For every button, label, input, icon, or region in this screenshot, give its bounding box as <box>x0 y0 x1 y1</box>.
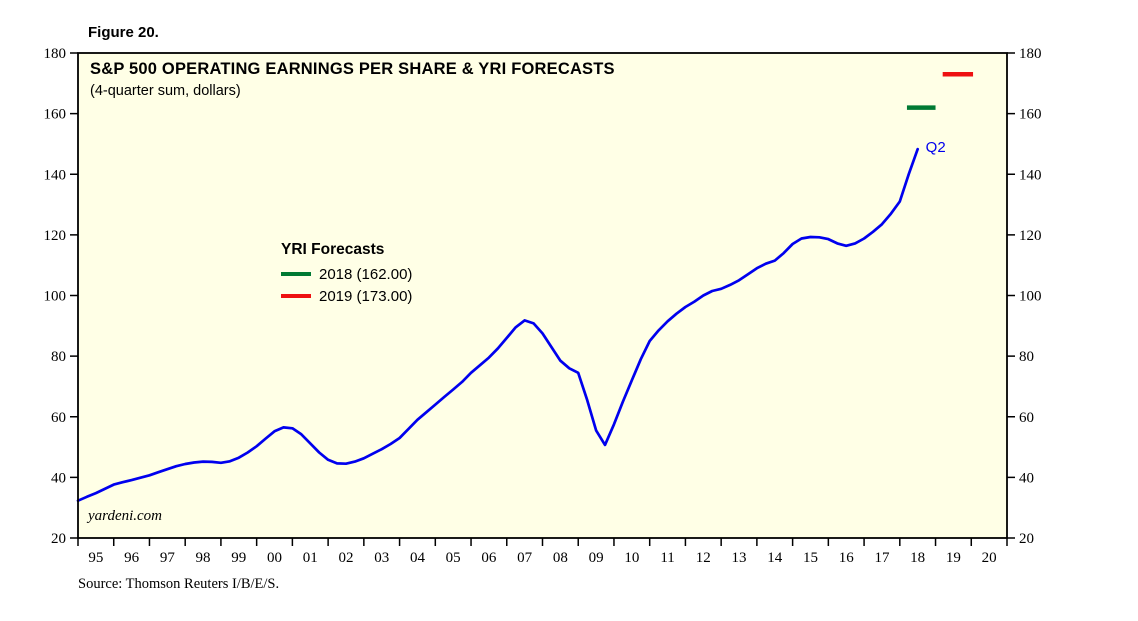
legend-item-2019: 2019 (173.00) <box>281 285 412 307</box>
svg-text:05: 05 <box>446 550 461 566</box>
legend-item-2018: 2018 (162.00) <box>281 263 412 285</box>
svg-text:140: 140 <box>44 167 67 183</box>
svg-text:03: 03 <box>374 550 389 566</box>
svg-text:80: 80 <box>51 349 66 365</box>
legend-title: YRI Forecasts <box>281 241 385 258</box>
figure-label: Figure 20. <box>88 24 159 41</box>
svg-text:160: 160 <box>1019 107 1042 123</box>
svg-text:20: 20 <box>1019 531 1034 547</box>
svg-text:17: 17 <box>874 550 890 566</box>
svg-text:100: 100 <box>1019 289 1042 305</box>
chart-title: S&P 500 OPERATING EARNINGS PER SHARE & Y… <box>90 60 615 78</box>
svg-text:140: 140 <box>1019 167 1042 183</box>
svg-text:12: 12 <box>696 550 711 566</box>
svg-text:02: 02 <box>338 550 353 566</box>
svg-text:16: 16 <box>839 550 855 566</box>
svg-text:04: 04 <box>410 550 426 566</box>
legend-label-2018: 2018 (162.00) <box>319 265 413 283</box>
svg-text:120: 120 <box>44 228 67 244</box>
svg-text:99: 99 <box>231 550 246 566</box>
svg-text:07: 07 <box>517 550 533 566</box>
svg-text:11: 11 <box>660 550 674 566</box>
chart-title-block: S&P 500 OPERATING EARNINGS PER SHARE & Y… <box>90 60 615 99</box>
last-point-label: Q2 <box>925 139 946 157</box>
svg-text:08: 08 <box>553 550 568 566</box>
chart-subtitle: (4-quarter sum, dollars) <box>90 83 241 99</box>
legend-swatch-2018-green-line <box>281 272 311 276</box>
svg-text:100: 100 <box>44 289 67 305</box>
svg-text:120: 120 <box>1019 228 1042 244</box>
svg-text:40: 40 <box>1019 470 1034 486</box>
svg-text:96: 96 <box>124 550 140 566</box>
svg-text:98: 98 <box>196 550 211 566</box>
svg-text:19: 19 <box>946 550 961 566</box>
chart-legend: YRI Forecasts 2018 (162.00) 2019 (173.00… <box>281 241 412 307</box>
svg-text:15: 15 <box>803 550 818 566</box>
svg-text:20: 20 <box>51 531 66 547</box>
svg-text:97: 97 <box>160 550 176 566</box>
svg-text:180: 180 <box>44 46 67 62</box>
svg-text:14: 14 <box>767 550 783 566</box>
legend-label-2019: 2019 (173.00) <box>319 287 413 305</box>
legend-swatch-2019-red-line <box>281 294 311 298</box>
svg-text:40: 40 <box>51 470 66 486</box>
svg-text:95: 95 <box>88 550 103 566</box>
svg-text:180: 180 <box>1019 46 1042 62</box>
svg-text:09: 09 <box>589 550 604 566</box>
watermark-yardeni: yardeni.com <box>88 508 163 524</box>
svg-text:06: 06 <box>481 550 497 566</box>
svg-text:80: 80 <box>1019 349 1034 365</box>
svg-text:60: 60 <box>51 410 66 426</box>
svg-text:20: 20 <box>982 550 997 566</box>
svg-text:10: 10 <box>624 550 639 566</box>
source-note: Source: Thomson Reuters I/B/E/S. <box>78 576 280 592</box>
svg-text:160: 160 <box>44 107 67 123</box>
svg-text:18: 18 <box>910 550 925 566</box>
svg-text:60: 60 <box>1019 410 1034 426</box>
svg-text:01: 01 <box>303 550 318 566</box>
svg-text:00: 00 <box>267 550 282 566</box>
svg-text:13: 13 <box>732 550 747 566</box>
